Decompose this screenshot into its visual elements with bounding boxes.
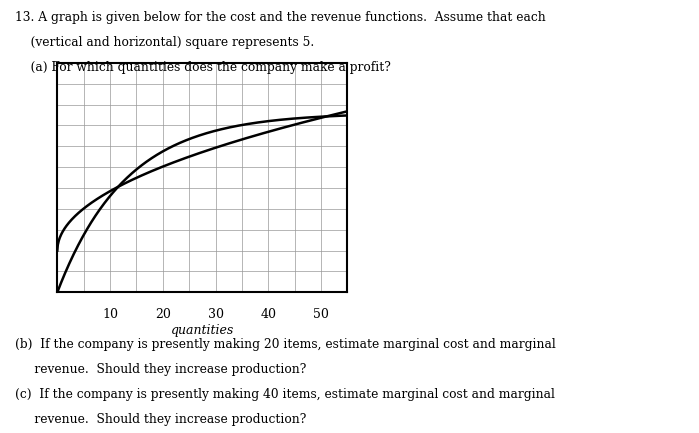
Text: revenue.  Should they increase production?: revenue. Should they increase production…	[15, 413, 307, 426]
Text: quantities: quantities	[171, 324, 234, 337]
Text: (b)  If the company is presently making 20 items, estimate marginal cost and mar: (b) If the company is presently making 2…	[15, 338, 556, 351]
Text: 30: 30	[208, 307, 224, 320]
Text: 40: 40	[260, 307, 276, 320]
Text: 50: 50	[313, 307, 329, 320]
Text: (a) For which quantities does the company make a profit?: (a) For which quantities does the compan…	[15, 61, 391, 74]
Text: 20: 20	[155, 307, 171, 320]
Text: 13. A graph is given below for the cost and the revenue functions.  Assume that : 13. A graph is given below for the cost …	[15, 11, 546, 24]
Text: (c)  If the company is presently making 40 items, estimate marginal cost and mar: (c) If the company is presently making 4…	[15, 388, 555, 401]
Text: (vertical and horizontal) square represents 5.: (vertical and horizontal) square represe…	[15, 36, 315, 49]
Text: revenue.  Should they increase production?: revenue. Should they increase production…	[15, 363, 307, 376]
Text: 10: 10	[102, 307, 118, 320]
